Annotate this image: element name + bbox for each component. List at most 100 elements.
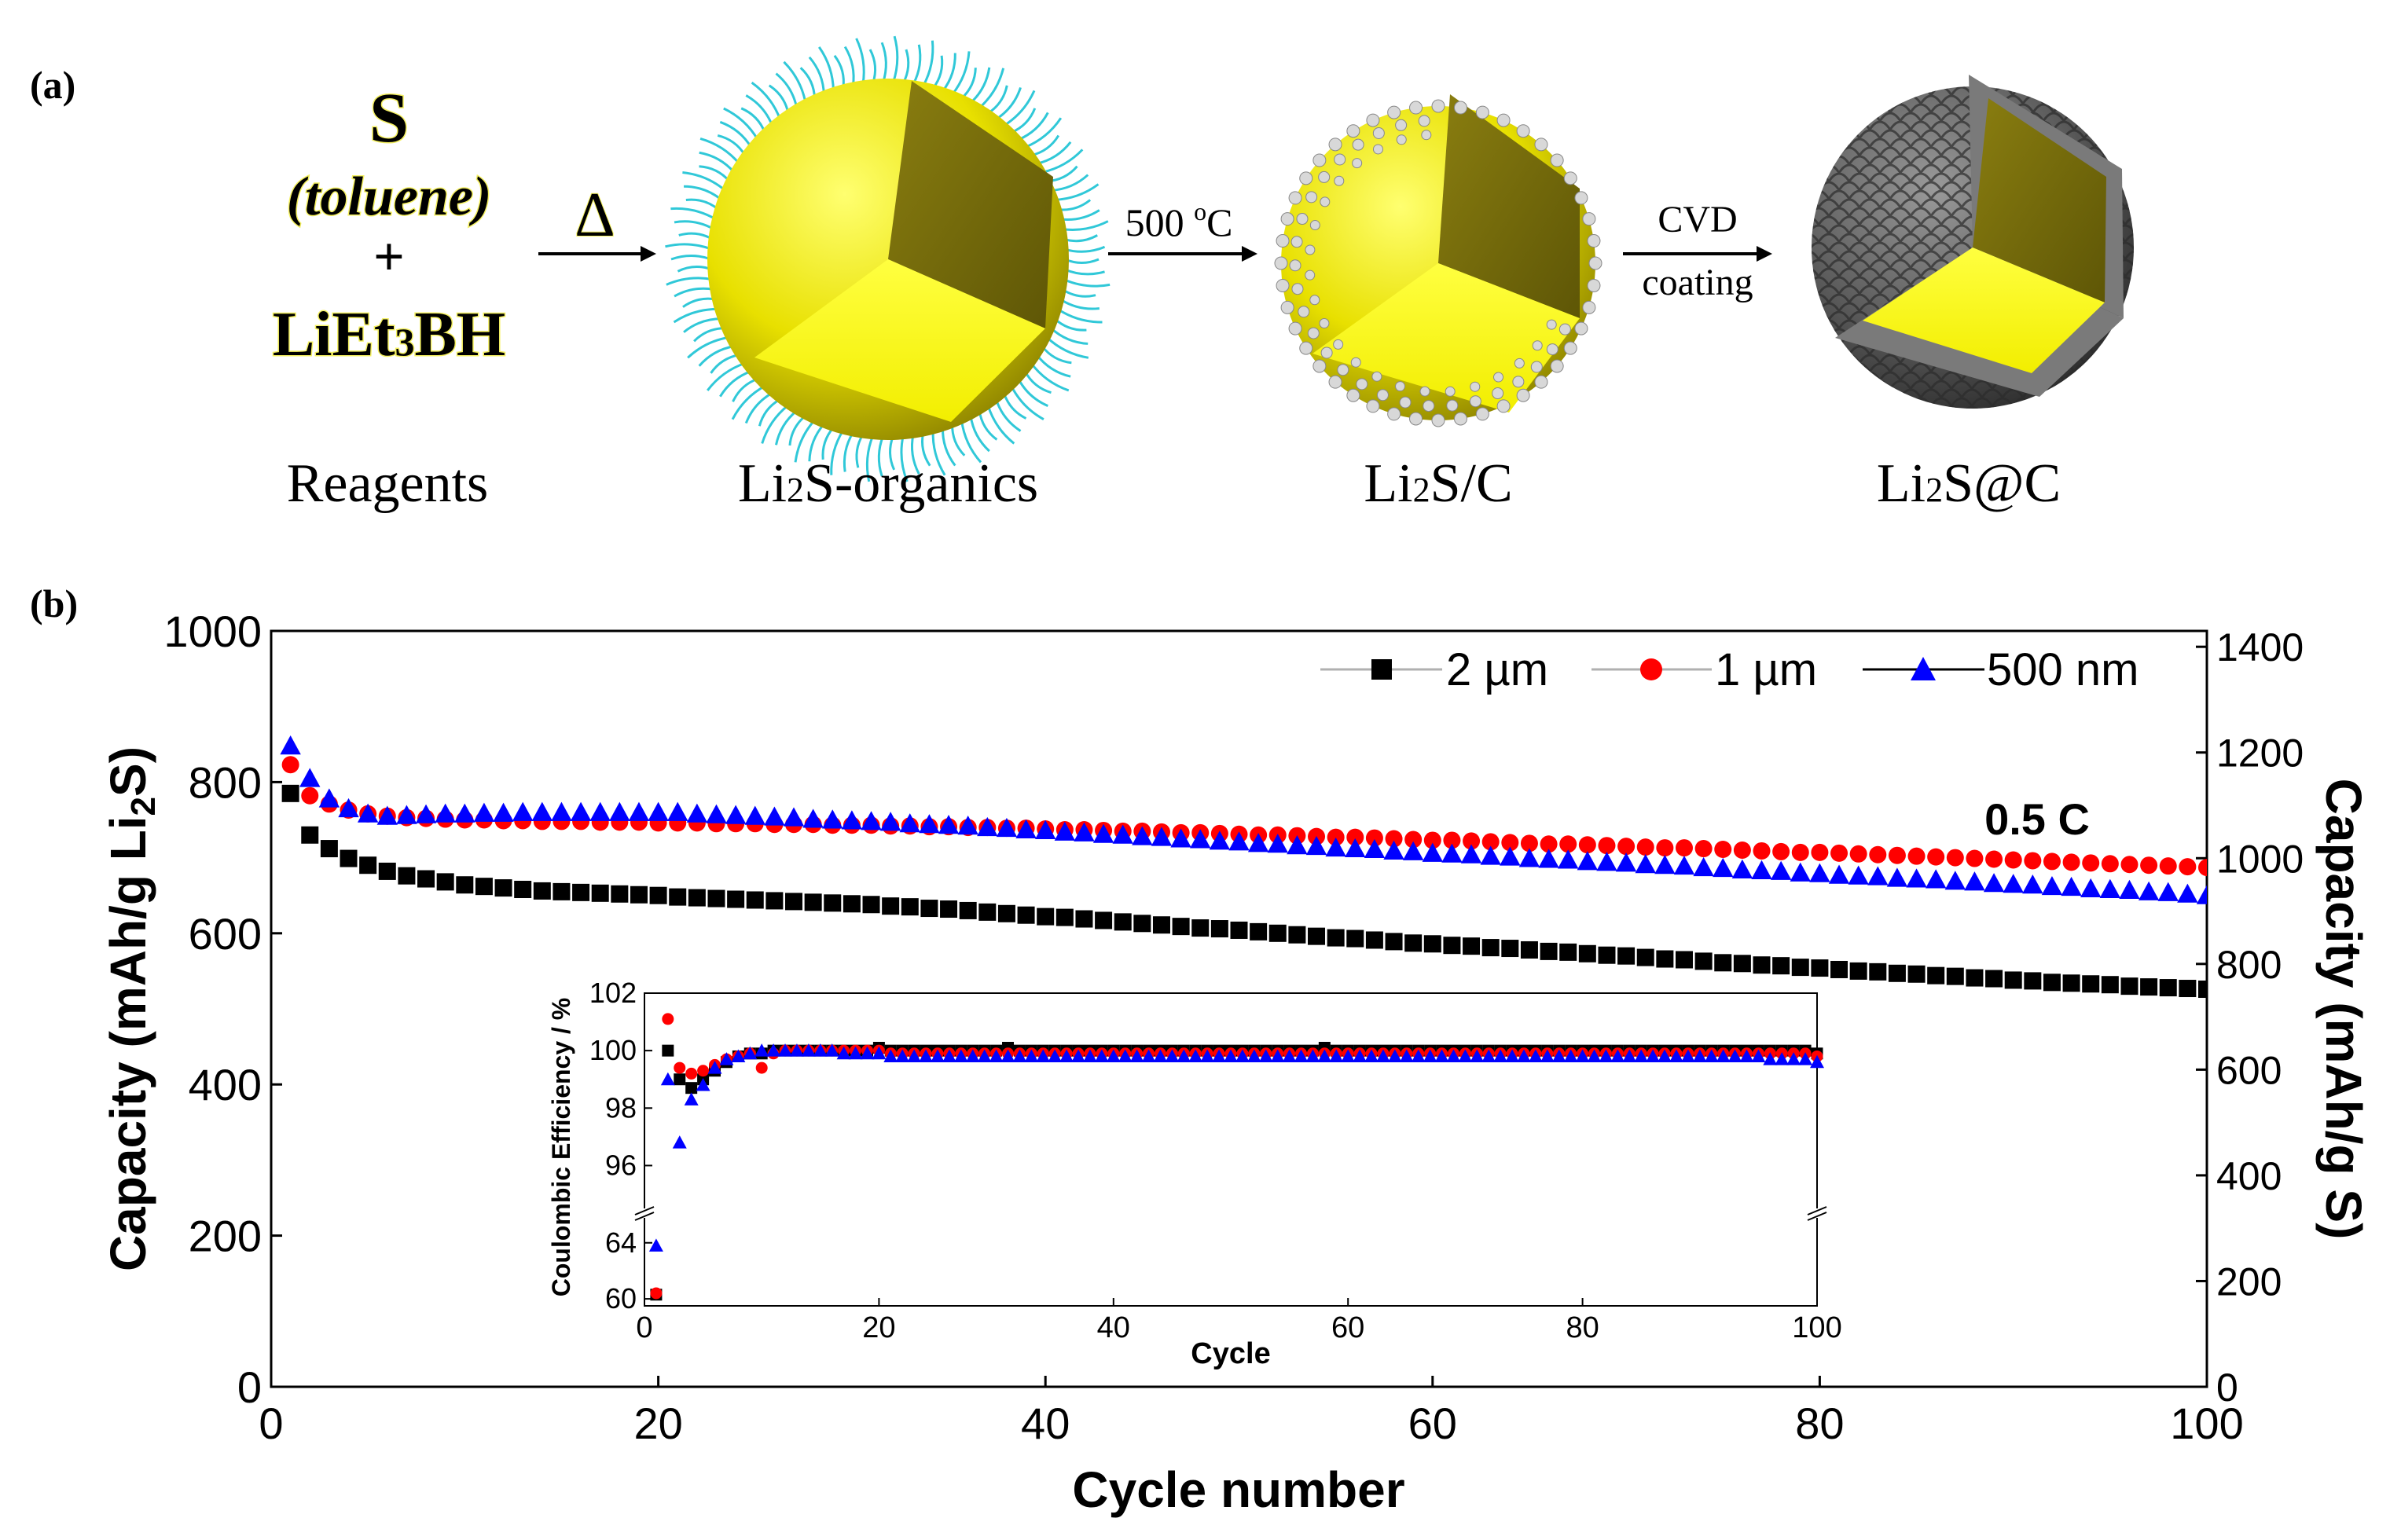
carbon-particle <box>1431 99 1445 113</box>
inset-data-point-500nm <box>1235 1049 1250 1062</box>
inset-data-point-500nm <box>1540 1049 1555 1062</box>
data-point-2um <box>475 878 493 896</box>
data-point-2um <box>1907 965 1926 983</box>
legend-label-500nm: 500 nm <box>1987 644 2139 695</box>
ligand-strand <box>1057 199 1092 211</box>
inset-data-point-500nm <box>707 1061 722 1074</box>
carbon-particle <box>1496 399 1511 413</box>
data-point-500nm <box>551 801 572 821</box>
ligand-strand <box>818 46 835 92</box>
data-point-500nm <box>2157 882 2179 901</box>
inset-data-point-500nm <box>1024 1049 1039 1062</box>
ligand-strand <box>677 266 712 273</box>
carbon-particle <box>1371 371 1382 382</box>
inset-data-point-500nm <box>1599 1049 1614 1062</box>
carbon-particle <box>1587 278 1601 292</box>
data-point-1um <box>2004 851 2022 869</box>
data-point-500nm <box>822 809 843 829</box>
inset-y-tick-label: 98 <box>605 1091 637 1124</box>
carbon-particle <box>1421 130 1432 141</box>
inset-data-point-500nm <box>1810 1054 1824 1069</box>
inset-data-point-500nm <box>1375 1049 1390 1062</box>
data-point-2um <box>1075 910 1093 928</box>
ligand-strand <box>1011 108 1037 134</box>
data-point-2um <box>1578 944 1596 962</box>
carbon-particle <box>1530 361 1543 373</box>
data-point-500nm <box>2119 879 2140 899</box>
data-point-500nm <box>338 798 359 818</box>
inset-data-point-500nm <box>1458 1049 1473 1062</box>
y2-tick-label: 0 <box>2216 1366 2238 1410</box>
ligand-strand <box>1064 245 1106 253</box>
data-point-2um <box>1540 942 1558 960</box>
data-point-2um <box>1888 964 1906 982</box>
ligand-strand <box>942 53 956 92</box>
inset-y-tick-label: 100 <box>589 1034 637 1066</box>
data-point-2um <box>1037 908 1055 926</box>
ligand-strand <box>1030 134 1060 157</box>
x-axis-title: Cycle number <box>1072 1461 1404 1518</box>
data-point-500nm <box>1867 866 1889 886</box>
ligand-strand <box>1059 209 1100 222</box>
data-point-1um <box>1327 828 1345 846</box>
ligand-strand <box>699 165 731 182</box>
data-point-2um <box>1327 929 1345 947</box>
data-point-1um <box>1733 841 1751 859</box>
data-point-2um <box>1095 911 1113 930</box>
ligand-strand <box>682 297 717 308</box>
data-point-2um <box>1520 940 1538 959</box>
carbon-particle <box>1312 153 1327 167</box>
inset-data-point-1um <box>662 1013 674 1025</box>
carbon-particle <box>1372 144 1383 155</box>
data-point-2um <box>1753 956 1771 974</box>
inset-data-point-500nm <box>743 1046 758 1060</box>
carbon-particle <box>1387 407 1401 421</box>
data-point-2um <box>378 862 396 880</box>
data-point-1um <box>1617 838 1636 856</box>
data-point-1um <box>2101 855 2119 873</box>
inset-data-point-500nm <box>1575 1049 1590 1062</box>
ligand-strand <box>670 255 712 261</box>
inset-data-point-500nm <box>1798 1052 1813 1065</box>
inset-data-point-500nm <box>1048 1049 1063 1062</box>
data-point-500nm <box>1092 823 1114 843</box>
inset-data-point-500nm <box>1353 1049 1368 1062</box>
inset-x-tick-label: 0 <box>636 1311 652 1344</box>
legend-entry-2um: 2 µm <box>1320 644 1548 695</box>
data-point-1um <box>301 786 319 805</box>
data-point-1um <box>281 756 299 774</box>
data-point-1um <box>1656 839 1674 857</box>
main-left-axis-ticks: 0 200 400 600 800 1000 <box>163 607 282 1412</box>
inset-data-point-500nm <box>931 1049 945 1062</box>
ligand-strand <box>1064 268 1105 276</box>
ligand-strand <box>678 232 714 240</box>
main-data-points <box>280 735 2207 998</box>
data-point-2um <box>1694 952 1713 970</box>
inset-data-point-500nm <box>1036 1049 1051 1062</box>
ligand-strand <box>987 85 1008 115</box>
data-point-2um <box>1230 921 1248 939</box>
data-point-2um <box>1791 959 1809 977</box>
inset-data-point-500nm <box>1493 1049 1508 1062</box>
inset-data-point-500nm <box>1739 1049 1754 1062</box>
carbon-particle <box>1550 359 1564 373</box>
ligand-strand <box>710 354 740 374</box>
data-point-500nm <box>1828 864 1850 884</box>
x-tick-label: 0 <box>259 1399 283 1448</box>
ligand-strand <box>1057 308 1103 324</box>
inset-data-point-500nm <box>1246 1049 1261 1062</box>
data-point-2um <box>2101 976 2119 994</box>
data-point-2um <box>1985 970 2003 988</box>
inset-data-point-500nm <box>953 1049 968 1062</box>
data-point-500nm <box>1345 838 1366 858</box>
data-point-2um <box>669 888 687 906</box>
carbon-particle <box>1328 138 1342 152</box>
carbon-particle <box>1419 386 1430 397</box>
data-point-2um <box>1811 959 1829 977</box>
inset-data-point-500nm <box>766 1043 781 1057</box>
carbon-particle <box>1558 323 1571 336</box>
data-point-500nm <box>1151 827 1173 846</box>
data-point-500nm <box>1693 856 1714 877</box>
data-point-2um <box>301 826 319 844</box>
carbon-particle <box>1409 101 1423 115</box>
